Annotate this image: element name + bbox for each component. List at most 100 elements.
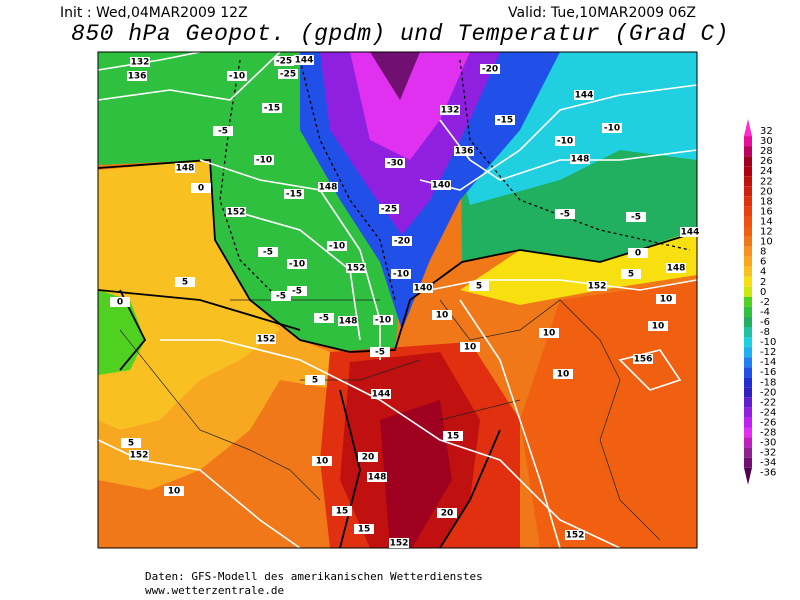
temperature-label: -10 [229,72,245,82]
geopotential-label: 148 [667,264,686,274]
colorbar-label: -12 [760,347,776,358]
geopotential-label-box [587,281,607,291]
colorbar-swatch [744,119,752,136]
colorbar-label: 2 [760,277,766,288]
geopotential-label: 148 [339,317,358,327]
temperature-label-box [284,189,304,199]
colorbar-label: 24 [760,166,773,177]
temperature-label-box [602,123,622,133]
geopotential-label: 152 [347,264,366,274]
colorbar-label: 4 [760,267,766,278]
colorbar-label: 16 [760,206,773,217]
colorbar-swatch [744,447,752,458]
temperature-label-box [370,347,390,357]
colorbar-swatch [744,156,752,167]
geopotential-label-box [574,90,594,100]
geopotential-label-box [338,316,358,326]
temperature-label-box [287,259,307,269]
colorbar-label: 10 [760,237,773,248]
temperature-label: -30 [387,159,403,169]
temperature-label: -15 [286,190,302,200]
temperature-label-box [656,294,676,304]
temperature-label-box [305,375,325,385]
temperature-label-box [443,431,463,441]
temperature-label-box [385,158,405,168]
temperature-label-box [539,328,559,338]
geopotential-label: 140 [414,284,433,294]
colorbar-label: -18 [760,377,776,388]
colorbar-swatch [744,266,752,277]
geopotential-label: 148 [368,473,387,483]
colorbar-swatch [744,296,752,307]
geopotential-label: 156 [634,355,653,365]
valid-time: Valid: Tue,10MAR2009 06Z [508,5,696,21]
temperature-label: 5 [312,376,318,386]
init-time: Init : Wed,04MAR2009 12Z [60,5,248,21]
temperature-label: 10 [543,329,556,339]
colorbar-swatch [744,216,752,227]
geopotential-label: 148 [571,155,590,165]
site-url: www.wetterzentrale.de [145,584,284,597]
temperature-label: 0 [635,249,641,259]
temperature-label: -25 [276,57,292,67]
temperature-label: -5 [375,348,385,358]
temperature-label: -15 [264,104,280,114]
temperature-label: -25 [280,70,296,80]
geopotential-label: 148 [176,164,195,174]
temperature-label: 5 [182,278,188,288]
temperature-label-box [460,342,480,352]
temperature-label-box [555,209,575,219]
temperature-label-box [121,438,141,448]
geopotential-label-box [666,263,686,273]
geopotential-label-box [413,283,433,293]
geopotential-label-box [256,334,276,344]
temperature-label: -5 [631,213,641,223]
temperature-label: 5 [628,270,634,280]
temperature-label-box [327,241,347,251]
temperature-label-box [437,508,457,518]
temperature-label: -10 [375,316,391,326]
geopotential-label: 144 [575,91,594,101]
temperature-label: -10 [604,124,620,134]
temperature-label: -5 [560,210,570,220]
colorbar-swatch [744,306,752,317]
temperature-label: 10 [316,457,329,467]
colorbar-swatch [744,327,752,338]
colorbar-label: -14 [760,357,776,368]
colorbar-swatch [744,226,752,237]
colorbar-swatch [744,186,752,197]
colorbar-label: 32 [760,126,773,137]
colorbar-swatch [744,256,752,267]
colorbar-label: 0 [760,287,766,298]
colorbar-label: 6 [760,257,766,268]
colorbar-swatch [744,236,752,247]
colorbar-swatch [744,337,752,348]
geopotential-label-box [367,472,387,482]
temperature-label-box [621,269,641,279]
colorbar-swatch [744,367,752,378]
geopotential-label: 136 [128,72,147,82]
temperature-label-box [278,69,298,79]
geopotential-label: 152 [227,208,246,218]
geopotential-label-box [440,105,460,115]
colorbar-swatch [744,427,752,438]
temperature-label: -10 [289,260,305,270]
colorbar-swatch [744,437,752,448]
temperature-label-box [553,369,573,379]
geopotential-label-box [371,389,391,399]
colorbar-label: -16 [760,367,776,378]
temperature-label-box [213,126,233,136]
colorbar-label: -32 [760,448,776,459]
temperature-label-box [110,297,130,307]
colorbar-label: 8 [760,247,766,258]
geopotential-label-box [226,207,246,217]
temperature-label: -5 [263,248,273,258]
temperature-label-box [175,277,195,287]
temperature-label: -5 [276,292,286,302]
colorbar-swatch [744,146,752,157]
temperature-label-box [227,71,247,81]
geopotential-label: 152 [257,335,276,345]
data-source: Daten: GFS-Modell des amerikanischen Wet… [145,570,483,583]
temperature-label: -5 [218,127,228,137]
colorbar-swatch [744,176,752,187]
